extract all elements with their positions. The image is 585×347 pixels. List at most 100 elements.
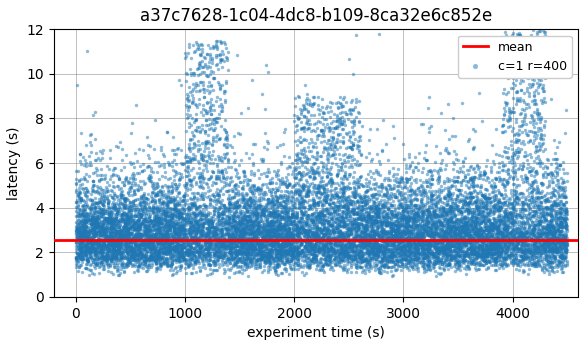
c=1 r=400 <box>325 237 335 243</box>
c=1 r=400 <box>331 258 340 263</box>
c=1 r=400 <box>192 242 201 247</box>
c=1 r=400 <box>231 227 240 232</box>
c=1 r=400 <box>425 228 434 234</box>
c=1 r=400 <box>548 242 558 247</box>
c=1 r=400 <box>115 239 125 245</box>
c=1 r=400 <box>198 196 207 202</box>
c=1 r=400 <box>465 210 474 215</box>
c=1 r=400 <box>383 206 393 211</box>
c=1 r=400 <box>463 215 472 221</box>
c=1 r=400 <box>424 168 433 174</box>
c=1 r=400 <box>414 240 423 246</box>
c=1 r=400 <box>207 226 216 232</box>
c=1 r=400 <box>336 219 346 224</box>
c=1 r=400 <box>284 240 293 246</box>
c=1 r=400 <box>484 228 493 233</box>
c=1 r=400 <box>118 249 127 254</box>
c=1 r=400 <box>328 118 337 124</box>
c=1 r=400 <box>466 195 476 201</box>
c=1 r=400 <box>457 233 467 238</box>
c=1 r=400 <box>488 255 498 260</box>
c=1 r=400 <box>198 220 208 226</box>
c=1 r=400 <box>315 120 325 125</box>
c=1 r=400 <box>264 228 274 233</box>
c=1 r=400 <box>77 210 87 216</box>
c=1 r=400 <box>493 228 502 233</box>
c=1 r=400 <box>236 252 245 257</box>
c=1 r=400 <box>238 236 247 242</box>
c=1 r=400 <box>250 190 259 196</box>
c=1 r=400 <box>456 261 466 266</box>
c=1 r=400 <box>381 203 391 209</box>
c=1 r=400 <box>158 209 167 214</box>
c=1 r=400 <box>430 244 439 249</box>
c=1 r=400 <box>538 236 548 242</box>
c=1 r=400 <box>397 256 407 262</box>
c=1 r=400 <box>297 111 306 116</box>
c=1 r=400 <box>555 239 565 245</box>
c=1 r=400 <box>508 230 517 236</box>
c=1 r=400 <box>273 222 283 228</box>
c=1 r=400 <box>435 238 444 244</box>
c=1 r=400 <box>548 199 557 205</box>
c=1 r=400 <box>519 220 528 225</box>
c=1 r=400 <box>327 179 336 185</box>
c=1 r=400 <box>192 227 202 232</box>
c=1 r=400 <box>208 229 217 235</box>
c=1 r=400 <box>247 260 256 266</box>
c=1 r=400 <box>242 256 252 261</box>
c=1 r=400 <box>348 238 357 244</box>
c=1 r=400 <box>390 261 400 266</box>
c=1 r=400 <box>343 111 352 117</box>
c=1 r=400 <box>483 247 493 253</box>
c=1 r=400 <box>153 226 163 231</box>
c=1 r=400 <box>111 216 121 221</box>
c=1 r=400 <box>318 227 327 232</box>
c=1 r=400 <box>316 198 325 203</box>
c=1 r=400 <box>130 214 139 219</box>
c=1 r=400 <box>512 239 522 245</box>
c=1 r=400 <box>387 259 396 264</box>
c=1 r=400 <box>133 268 142 273</box>
c=1 r=400 <box>322 121 332 127</box>
c=1 r=400 <box>431 258 441 263</box>
c=1 r=400 <box>543 205 553 211</box>
c=1 r=400 <box>555 187 565 193</box>
c=1 r=400 <box>473 266 482 271</box>
c=1 r=400 <box>441 263 450 269</box>
c=1 r=400 <box>360 194 370 200</box>
c=1 r=400 <box>133 243 143 248</box>
c=1 r=400 <box>220 136 229 142</box>
c=1 r=400 <box>534 116 543 121</box>
c=1 r=400 <box>90 230 99 236</box>
c=1 r=400 <box>114 224 123 229</box>
c=1 r=400 <box>468 227 477 232</box>
c=1 r=400 <box>170 248 179 253</box>
c=1 r=400 <box>308 255 317 261</box>
c=1 r=400 <box>301 220 311 225</box>
c=1 r=400 <box>439 205 448 211</box>
c=1 r=400 <box>337 250 346 256</box>
c=1 r=400 <box>218 229 227 234</box>
c=1 r=400 <box>125 214 135 220</box>
c=1 r=400 <box>379 253 388 259</box>
c=1 r=400 <box>222 78 231 83</box>
c=1 r=400 <box>404 209 413 214</box>
c=1 r=400 <box>474 245 483 251</box>
c=1 r=400 <box>250 187 259 193</box>
c=1 r=400 <box>301 270 311 276</box>
c=1 r=400 <box>130 238 140 244</box>
c=1 r=400 <box>130 234 139 239</box>
c=1 r=400 <box>71 190 81 195</box>
c=1 r=400 <box>463 231 472 237</box>
c=1 r=400 <box>378 250 388 256</box>
c=1 r=400 <box>516 229 525 234</box>
c=1 r=400 <box>396 214 405 220</box>
c=1 r=400 <box>94 240 103 246</box>
c=1 r=400 <box>384 253 393 259</box>
c=1 r=400 <box>394 198 404 203</box>
c=1 r=400 <box>509 66 518 72</box>
c=1 r=400 <box>221 256 230 261</box>
c=1 r=400 <box>331 152 340 157</box>
c=1 r=400 <box>192 249 202 255</box>
